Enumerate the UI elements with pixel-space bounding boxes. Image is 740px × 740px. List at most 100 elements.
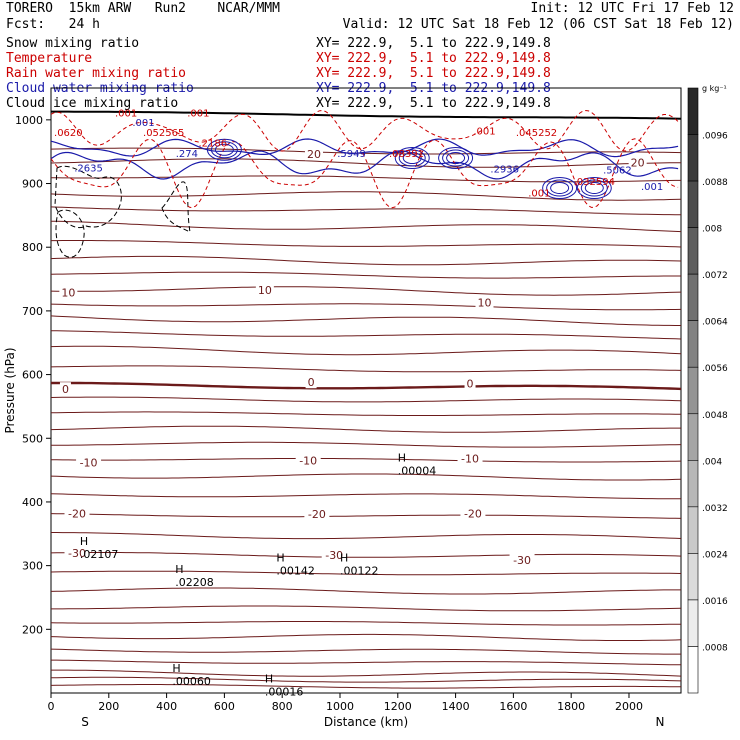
cloud-water-contour (50, 138, 679, 158)
cloud-water-core (576, 176, 612, 199)
isotherm-label: -10 (299, 455, 317, 468)
isotherm-line (51, 457, 682, 463)
colorbar-bin (687, 366, 699, 415)
cloud-water-core (446, 152, 466, 165)
x-tick-label: 1200 (384, 700, 412, 713)
isotherm-label: 0 (308, 376, 315, 389)
isotherm-label: -10 (80, 456, 98, 469)
colorbar-label: .0088 (702, 178, 728, 188)
isotherm-line (50, 345, 682, 356)
isotherm-label-bg (59, 382, 71, 396)
colorbar-bin (687, 599, 699, 647)
y-tick-label: 200 (22, 623, 43, 636)
cloud-water-core (542, 176, 578, 199)
x-end-label-right: N (656, 715, 665, 729)
x-tick-label: 1400 (442, 700, 470, 713)
field-range: XY= 222.9, 5.1 to 222.9,149.8 (316, 96, 551, 111)
x-tick-label: 800 (272, 700, 293, 713)
colorbar-label: .0048 (702, 411, 728, 421)
isotherm-line (50, 587, 681, 595)
cloud-water-core (394, 147, 430, 170)
low-level-label: .001 (115, 109, 137, 120)
isotherm-label: -20 (68, 507, 86, 520)
isotherm-line (50, 271, 681, 279)
isotherm-line (51, 411, 682, 416)
x-axis-label: Distance (km) (324, 715, 408, 729)
cloud-water-core (214, 143, 234, 156)
cloud-water-core (580, 179, 608, 197)
isotherm-label: -10 (461, 453, 479, 466)
x-tick-label: 1000 (326, 700, 354, 713)
isotherm-line (50, 315, 681, 326)
isotherm-label-bg (475, 295, 494, 309)
isotherm-label: -20 (308, 508, 326, 521)
colorbar-label: .004 (702, 457, 722, 467)
high-value: .00122 (340, 564, 379, 577)
isotherm-label: -30 (513, 554, 531, 567)
y-tick-label: 800 (22, 241, 43, 254)
high-value: .00142 (276, 564, 315, 577)
high-marker: H (398, 451, 406, 464)
isotherm-label: 0 (62, 383, 69, 396)
isotherm-label-bg (64, 506, 90, 520)
high-marker: H (80, 535, 88, 548)
isotherm-label: -20 (464, 507, 482, 520)
cloud-water-core (550, 181, 570, 194)
isotherm-label: -30 (68, 547, 86, 560)
colorbar-unit: g kg⁻¹ (702, 84, 727, 93)
isotherm-line (50, 493, 681, 500)
high-marker: H (340, 551, 348, 564)
isotherm-label: 10 (477, 297, 491, 310)
cloud-water-core (206, 138, 242, 161)
high-marker: H (276, 551, 284, 564)
isotherm-line (50, 684, 682, 689)
isotherm-line (50, 158, 681, 168)
isotherm-line (50, 570, 682, 576)
colorbar-bin (687, 413, 699, 461)
isotherm-line (50, 147, 682, 155)
isotherm-line (51, 605, 682, 612)
isotherm-line (50, 286, 682, 296)
isotherm-label-bg (321, 547, 347, 561)
isotherm-line (51, 441, 682, 448)
high-marker: H (175, 563, 183, 576)
low-level-label: .001 (641, 182, 663, 193)
low-level-label: .5949 (337, 149, 366, 160)
low-level-label: .2186 (199, 139, 228, 150)
colorbar-bin (687, 320, 699, 368)
isotherm-line (51, 669, 682, 677)
isotherm-label: 10 (258, 284, 272, 297)
isotherm-label-bg (255, 282, 274, 296)
high-value: .00060 (172, 675, 211, 688)
isotherm-label-bg (304, 507, 330, 521)
colorbar-label: .0032 (702, 504, 728, 514)
isotherm-label-bg (509, 552, 535, 566)
isotherm-line (50, 676, 682, 683)
low-level-label: .052565 (143, 128, 184, 139)
y-tick-label: 300 (22, 560, 43, 573)
colorbar-label: .0072 (702, 271, 728, 281)
low-level-label: .5062 (603, 165, 632, 176)
isotherm-line (50, 621, 682, 626)
cloud-water-contour (50, 150, 679, 180)
x-tick-label: 0 (48, 700, 55, 713)
low-level-label: .045252 (516, 128, 557, 139)
low-level-label: .001 (528, 188, 550, 199)
isotherm-line (50, 303, 682, 311)
isotherm-label-bg (305, 375, 317, 389)
isotherm-line (50, 255, 682, 266)
field-range: XY= 222.9, 5.1 to 222.9,149.8 (316, 36, 551, 51)
isotherm-line (51, 659, 682, 666)
high-value: .02208 (175, 576, 214, 589)
isotherm-line (51, 240, 682, 248)
x-tick-label: 2000 (615, 700, 643, 713)
y-tick-label: 500 (22, 432, 43, 445)
isotherm-label: -30 (325, 549, 343, 562)
isotherm-line (50, 473, 682, 481)
isotherm-label-bg (464, 376, 476, 390)
isotherm-line (50, 191, 682, 201)
colorbar-bin (687, 134, 699, 182)
y-tick-label: 700 (22, 305, 43, 318)
isotherm-line (50, 425, 681, 433)
